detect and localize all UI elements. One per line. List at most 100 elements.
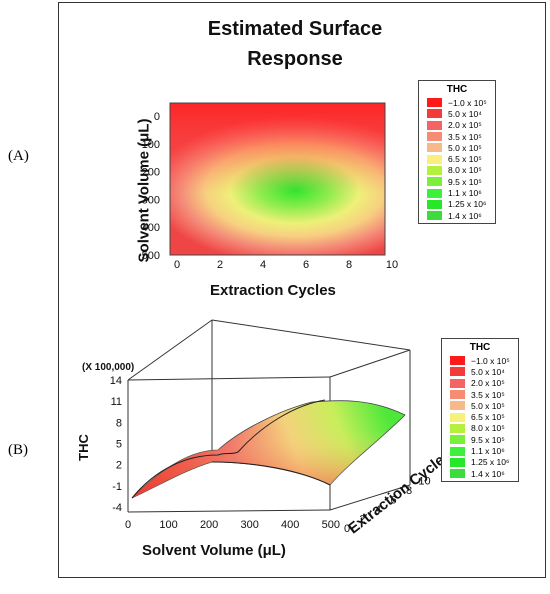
surface-x-tick: 100 [159, 519, 177, 531]
heatmap-x-axis-label: Extraction Cycles [210, 282, 336, 299]
legend-label: 3.5 x 10⁵ [448, 131, 482, 142]
legend-label: −1.0 x 10⁵ [448, 97, 487, 108]
legend-item: −1.0 x 10⁵ [419, 97, 495, 108]
surface-z-tick: -4 [112, 502, 122, 514]
legend-swatch [450, 367, 465, 377]
heatmap-x-tick: 2 [217, 259, 223, 271]
heatmap-x-tick: 4 [260, 259, 266, 271]
surface-y-tick: 8 [406, 485, 412, 497]
heatmap-y-tick: 200 [142, 167, 160, 179]
legend-item: 1.4 x 10⁶ [442, 468, 518, 479]
surface-y-tick: 2 [359, 514, 365, 526]
legend-item: 2.0 x 10⁵ [419, 120, 495, 131]
legend-label: 5.0 x 10⁵ [471, 400, 505, 411]
legend-a: THC −1.0 x 10⁵ 5.0 x 10⁴ 2.0 x 10⁵ 3.5 x 10… [418, 80, 496, 224]
figure-frame [58, 2, 546, 578]
legend-swatch [427, 199, 442, 209]
legend-a-title: THC [446, 84, 468, 95]
legend-b-title: THC [469, 342, 491, 353]
legend-swatch [427, 165, 442, 175]
legend-label: 5.0 x 10⁵ [448, 142, 482, 153]
legend-label: 1.4 x 10⁶ [471, 468, 505, 479]
legend-swatch [450, 435, 465, 445]
surface-box [127, 319, 411, 513]
heatmap-y-tick: 500 [142, 250, 160, 262]
chart-title-line2: Response [247, 48, 343, 70]
legend-a-items: −1.0 x 10⁵ 5.0 x 10⁴ 2.0 x 10⁵ 3.5 x 10⁵ 5.0… [419, 97, 495, 221]
heatmap-y-tick: 100 [142, 139, 160, 151]
legend-item: 6.5 x 10⁵ [419, 153, 495, 164]
heatmap-x-ticks: 0 2 4 6 8 10 [174, 259, 398, 271]
heatmap-top-shade [170, 103, 385, 255]
heatmap-x-tick: 6 [303, 259, 309, 271]
legend-item: 8.0 x 10⁵ [419, 165, 495, 176]
legend-swatch [427, 188, 442, 198]
legend-label: 9.5 x 10⁵ [448, 176, 482, 187]
legend-swatch [450, 446, 465, 456]
legend-label: 6.5 x 10⁵ [471, 412, 505, 423]
legend-label: 2.0 x 10⁵ [448, 120, 482, 131]
surface-x-tick: 400 [281, 519, 299, 531]
surface-z-tick: -1 [112, 481, 122, 493]
surface-x-tick: 500 [322, 519, 340, 531]
surface-x-tick: 300 [241, 519, 259, 531]
legend-b-items: −1.0 x 10⁵ 5.0 x 10⁴ 2.0 x 10⁵ 3.5 x 10⁵ 5.0… [442, 355, 518, 479]
legend-item: 8.0 x 10⁵ [442, 423, 518, 434]
heatmap-x-tick: 0 [174, 259, 180, 271]
surface-y-tick: 6 [390, 495, 396, 507]
legend-label: 5.0 x 10⁴ [471, 366, 505, 377]
legend-swatch [427, 177, 442, 187]
legend-label: 1.1 x 10⁶ [448, 188, 482, 199]
surface-y-tick: 10 [418, 476, 430, 488]
surface-z-tick: 14 [110, 375, 122, 387]
legend-swatch [427, 132, 442, 142]
legend-swatch [427, 143, 442, 153]
legend-label: 8.0 x 10⁵ [471, 423, 505, 434]
surface-scale-note: (X 100,000) [82, 362, 135, 373]
legend-swatch [450, 412, 465, 422]
surface-edge-line [211, 461, 331, 486]
heatmap-x-tick: 8 [346, 259, 352, 271]
legend-swatch [450, 469, 465, 479]
legend-swatch [450, 390, 465, 400]
legend-item: 2.0 x 10⁵ [442, 378, 518, 389]
surface-ridge-line [131, 399, 326, 499]
legend-label: −1.0 x 10⁵ [471, 355, 510, 366]
legend-label: 5.0 x 10⁴ [448, 108, 482, 119]
legend-item: 1.4 x 10⁶ [419, 210, 495, 221]
legend-label: 2.0 x 10⁵ [471, 378, 505, 389]
legend-swatch [450, 378, 465, 388]
legend-swatch [450, 356, 465, 366]
legend-item: 9.5 x 10⁵ [442, 434, 518, 445]
panel-label-a: (A) [8, 148, 29, 164]
heatmap-y-tick: 400 [142, 222, 160, 234]
legend-swatch [450, 457, 465, 467]
legend-label: 3.5 x 10⁵ [471, 389, 505, 400]
legend-swatch [450, 423, 465, 433]
legend-label: 1.4 x 10⁶ [448, 210, 482, 221]
surface-x-axis-label: Solvent Volume (μL) [142, 542, 286, 559]
legend-item: 6.5 x 10⁵ [442, 411, 518, 422]
legend-label: 9.5 x 10⁵ [471, 434, 505, 445]
legend-swatch [450, 401, 465, 411]
heatmap-y-tick: 0 [154, 111, 160, 123]
surface-x-tick: 200 [200, 519, 218, 531]
legend-item: −1.0 x 10⁵ [442, 355, 518, 366]
legend-label: 1.1 x 10⁶ [471, 446, 505, 457]
surface-z-tick: 5 [116, 439, 122, 451]
heatmap-border [169, 102, 386, 256]
panel-label-b: (B) [8, 442, 28, 458]
surface-z-ticks: -4 -1 2 5 8 11 14 [110, 375, 122, 514]
legend-label: 8.0 x 10⁵ [448, 165, 482, 176]
heatmap-y-ticks: 0 100 200 300 400 500 [142, 111, 160, 262]
legend-label: 6.5 x 10⁵ [448, 154, 482, 165]
legend-item: 1.1 x 10⁶ [419, 187, 495, 198]
legend-item: 1.1 x 10⁶ [442, 445, 518, 456]
surface-x-tick: 0 [125, 519, 131, 531]
chart-title-line1: Estimated Surface [207, 18, 383, 40]
legend-item: 9.5 x 10⁵ [419, 176, 495, 187]
surface-z-tick: 8 [116, 417, 122, 429]
